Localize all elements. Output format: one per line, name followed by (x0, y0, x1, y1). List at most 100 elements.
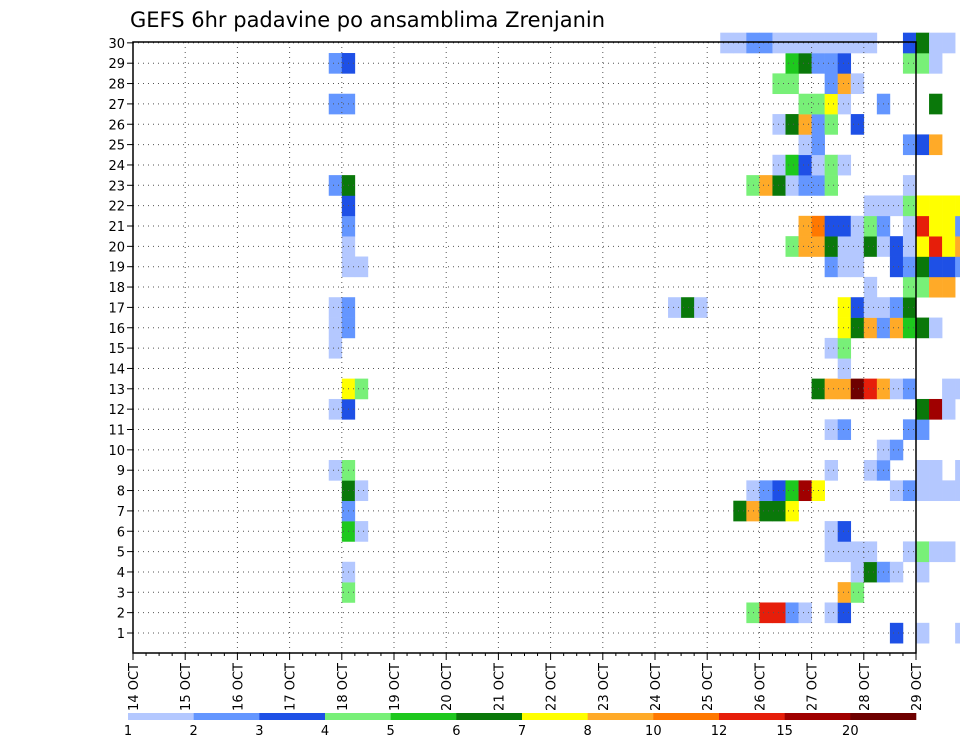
precip-cell (863, 460, 878, 481)
precip-cell (955, 236, 960, 257)
precip-cell (328, 175, 343, 196)
y-tick-label: 4 (117, 566, 125, 581)
precip-cell (824, 602, 838, 624)
precip-cell (837, 582, 852, 603)
precip-cell (916, 541, 930, 563)
precip-cell (837, 32, 852, 54)
precip-cell (772, 114, 786, 135)
x-tick-label: 14 OCT (127, 663, 142, 711)
precip-cell (916, 53, 930, 74)
y-tick-label: 20 (108, 240, 125, 255)
precip-cell (837, 236, 852, 257)
x-tick-label: 15 OCT (179, 663, 194, 711)
precip-cell (916, 480, 930, 502)
legend-label: 10 (645, 724, 662, 739)
precip-cell (916, 317, 930, 339)
legend-label: 15 (776, 724, 793, 739)
y-tick-label: 26 (108, 118, 125, 133)
precip-cell (824, 73, 838, 95)
x-tick-label: 19 OCT (388, 663, 403, 711)
chart-title: GEFS 6hr padavine po ansamblima Zrenjani… (130, 8, 605, 32)
precip-cell (942, 480, 956, 502)
precip-cell (863, 215, 878, 237)
precip-cell (942, 378, 956, 400)
precip-cell (942, 236, 956, 257)
precip-cell (929, 195, 943, 217)
precip-cell (824, 154, 838, 176)
precip-cell (916, 398, 930, 420)
precip-cell (837, 358, 852, 379)
precip-cell (837, 378, 852, 400)
color-legend: 1 2 3 4 5 6 7 8 10 12 15 20 (124, 713, 917, 739)
y-tick-label: 29 (108, 57, 125, 72)
precip-cell (863, 276, 878, 298)
x-tick-label: 18 OCT (336, 663, 351, 711)
precip-cell (850, 582, 865, 603)
precip-cell (785, 32, 799, 54)
precip-cell (902, 297, 917, 318)
precip-cell (681, 297, 695, 318)
precip-cell (916, 419, 930, 440)
precip-cell (850, 236, 865, 257)
precip-cell (863, 236, 878, 257)
x-tick-label: 22 OCT (545, 663, 560, 711)
precip-cell (955, 622, 960, 644)
precip-cell (955, 256, 960, 278)
precip-cell (837, 337, 852, 359)
precip-cell (902, 541, 917, 563)
precip-cell (850, 32, 865, 54)
precip-cell (798, 215, 812, 237)
precip-cell (785, 114, 799, 135)
precip-cell (929, 32, 943, 54)
legend-label: 2 (190, 724, 198, 739)
precip-cell (929, 134, 943, 156)
y-tick-label: 12 (108, 403, 125, 418)
precip-cell (824, 256, 838, 278)
precip-cell (824, 337, 838, 359)
precip-cell (798, 93, 812, 115)
precip-cell (824, 541, 838, 563)
precip-cell (850, 215, 865, 237)
precip-cell (837, 215, 852, 237)
precip-cell (942, 541, 956, 563)
precip-cell (942, 398, 956, 420)
precip-cell (694, 297, 708, 318)
precip-cell (902, 419, 917, 440)
precip-cell (955, 195, 960, 217)
y-tick-label: 23 (108, 179, 125, 194)
precip-cell (824, 236, 838, 257)
precip-cell (785, 236, 799, 257)
precip-cell (772, 602, 786, 624)
precip-cell (902, 175, 917, 196)
x-tick-label: 23 OCT (597, 663, 612, 711)
y-tick-label: 22 (108, 200, 125, 215)
precip-cell (850, 256, 865, 278)
precip-cell (328, 398, 343, 420)
legend-label: 3 (255, 724, 263, 739)
y-tick-label: 28 (108, 78, 125, 93)
x-tick-label: 28 OCT (858, 663, 873, 711)
precip-cell (942, 256, 956, 278)
x-tick-label: 16 OCT (231, 663, 246, 711)
precip-cell (837, 154, 852, 176)
legend-swatch (390, 713, 457, 720)
legend-swatch (259, 713, 326, 720)
precip-cell (328, 53, 343, 74)
precip-cell (929, 480, 943, 502)
precip-cell (889, 195, 904, 217)
precip-cell (798, 175, 812, 196)
precip-cell (798, 53, 812, 74)
precip-cell (929, 256, 943, 278)
precip-cell (929, 541, 943, 563)
precip-cell (929, 317, 943, 339)
y-tick-label: 21 (108, 220, 125, 235)
precip-cell (929, 53, 943, 74)
y-tick-label: 7 (117, 505, 125, 520)
precip-cell (328, 297, 343, 318)
precip-cell (916, 460, 930, 481)
x-tick-label: 29 OCT (910, 663, 925, 711)
precip-cell (785, 53, 799, 74)
precip-cell (863, 195, 878, 217)
precip-cell (824, 32, 838, 54)
